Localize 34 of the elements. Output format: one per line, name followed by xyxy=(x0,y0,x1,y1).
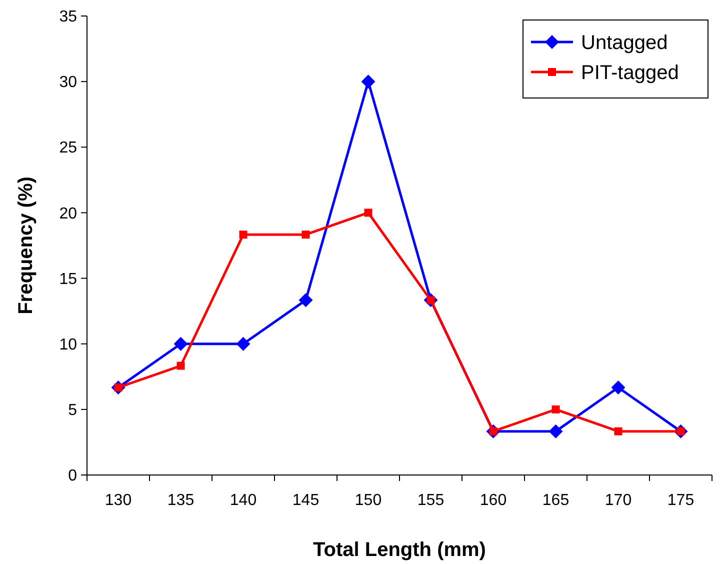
point xyxy=(298,293,313,308)
legend-label: PIT-tagged xyxy=(581,62,679,84)
point xyxy=(176,362,185,370)
legend-label: Untagged xyxy=(581,32,668,54)
point xyxy=(552,405,560,414)
x-tick-label: 175 xyxy=(667,492,694,509)
x-axis-title: Total Length (mm) xyxy=(313,539,486,561)
y-axis-title: Frequency (%) xyxy=(15,176,37,314)
y-tick-label: 0 xyxy=(68,468,78,485)
y-tick-label: 20 xyxy=(59,205,78,222)
point xyxy=(239,230,248,239)
y-tick-label: 15 xyxy=(59,270,78,288)
y-tick-label: 35 xyxy=(59,8,78,26)
x-tick-label: 140 xyxy=(230,492,257,509)
point xyxy=(174,336,188,351)
y-tick-label: 5 xyxy=(68,402,78,420)
x-tick-label: 150 xyxy=(354,492,382,509)
point xyxy=(611,380,626,395)
point xyxy=(614,427,622,436)
point xyxy=(302,230,310,239)
x-tick-label: 130 xyxy=(104,492,132,509)
y-tick-label: 10 xyxy=(59,336,78,354)
x-tick-label: 170 xyxy=(604,492,632,509)
x-tick-label: 135 xyxy=(167,492,194,509)
x-tick-label: 165 xyxy=(542,492,570,509)
point xyxy=(548,424,563,438)
point xyxy=(361,74,376,89)
y-tick-label: 25 xyxy=(59,140,78,157)
x-tick-label: 155 xyxy=(417,492,444,509)
point xyxy=(364,208,372,217)
x-tick-label: 145 xyxy=(292,492,320,509)
x-tick-label: 160 xyxy=(480,492,507,509)
y-tick-label: 30 xyxy=(59,74,78,92)
point xyxy=(236,336,250,351)
